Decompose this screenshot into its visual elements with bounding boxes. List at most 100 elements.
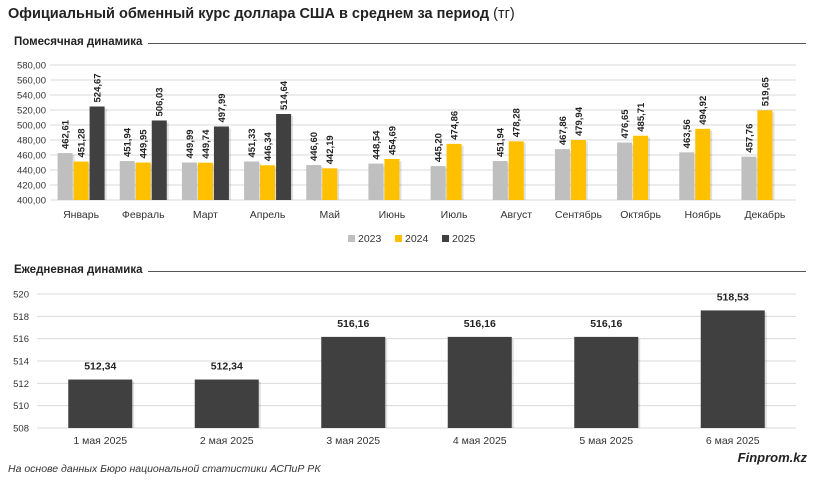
category-label: Июль xyxy=(441,209,468,221)
legend-swatch-2023 xyxy=(348,235,355,242)
bar-2023 xyxy=(430,166,446,200)
data-label-2024: 442,19 xyxy=(325,135,336,164)
y-tick-label: 500,00 xyxy=(17,121,46,132)
bar-2023 xyxy=(554,149,570,200)
bar xyxy=(574,336,639,428)
bar-2024 xyxy=(135,162,151,200)
y-tick-label: 420,00 xyxy=(17,181,46,192)
data-label-2024: 454,69 xyxy=(387,126,398,155)
legend-label-2023: 2023 xyxy=(358,233,382,245)
data-label: 512,34 xyxy=(84,361,116,373)
data-label-2023: 449,99 xyxy=(185,129,196,158)
y-tick-label: 460,00 xyxy=(17,151,46,162)
bar xyxy=(700,310,765,428)
y-tick-label: 440,00 xyxy=(17,166,46,177)
bar-2024 xyxy=(508,141,524,200)
category-label: Ноябрь xyxy=(685,209,722,221)
data-label-2025: 514,64 xyxy=(279,80,290,110)
y-tick-label: 560,00 xyxy=(17,76,46,87)
data-label-2024: 494,92 xyxy=(698,96,709,125)
bar-2024 xyxy=(260,165,276,200)
source-note: На основе данных Бюро национальной стати… xyxy=(8,463,321,475)
category-label: Август xyxy=(500,209,532,221)
data-label-2025: 506,03 xyxy=(155,87,166,116)
data-label-2023: 462,61 xyxy=(61,119,72,149)
data-label: 512,34 xyxy=(211,361,243,373)
legend-label-2025: 2025 xyxy=(452,233,476,245)
data-label-2023: 451,94 xyxy=(496,127,507,157)
bar-2025 xyxy=(151,120,167,200)
bar-2025 xyxy=(89,106,105,200)
category-label: 5 мая 2025 xyxy=(579,435,633,447)
data-label-2024: 449,95 xyxy=(139,129,150,159)
data-label-2024: 451,28 xyxy=(77,128,88,157)
data-label-2025: 524,67 xyxy=(93,73,104,102)
data-label-2024: 446,34 xyxy=(263,131,274,161)
brand-logo-text: Finprom.kz xyxy=(737,450,807,465)
data-label: 516,16 xyxy=(337,318,369,330)
category-label: Май xyxy=(319,209,340,221)
y-tick-label: 512 xyxy=(13,379,29,390)
category-label: Январь xyxy=(63,209,100,221)
bar-2024 xyxy=(446,143,462,200)
bar-2023 xyxy=(181,162,197,200)
category-label: 4 мая 2025 xyxy=(453,435,507,447)
category-label: Декабрь xyxy=(744,209,785,221)
data-label-2024: 474,86 xyxy=(450,111,461,140)
data-label-2023: 448,54 xyxy=(371,130,382,160)
daily-chart: 508 510 512 514 516 518 520 512,34 1 мая 2025 512… xyxy=(13,290,796,447)
bar-2024 xyxy=(695,128,711,200)
y-tick-label: 400,00 xyxy=(17,196,46,207)
y-tick-label: 518 xyxy=(13,312,29,323)
y-tick-label: 516 xyxy=(13,334,29,345)
bar-2025 xyxy=(213,126,229,200)
data-label-2023: 446,60 xyxy=(309,132,320,161)
bar-2024 xyxy=(322,168,338,200)
legend-swatch-2024 xyxy=(395,235,402,242)
bar xyxy=(194,379,259,428)
bar-2023 xyxy=(492,161,508,200)
category-label: Октябрь xyxy=(620,209,661,221)
y-tick-label: 510 xyxy=(13,401,29,412)
title-text: Официальный обменный курс доллара США в … xyxy=(8,6,490,22)
legend-label-2024: 2024 xyxy=(405,233,429,245)
data-label-2024: 479,94 xyxy=(574,106,585,136)
y-tick-label: 540,00 xyxy=(17,91,46,102)
data-label: 518,53 xyxy=(717,291,749,303)
bar-2025 xyxy=(276,114,292,200)
data-label-2024: 485,71 xyxy=(636,102,647,132)
monthly-section-title: Помесячная динамика xyxy=(14,36,143,48)
bar-2024 xyxy=(633,135,649,200)
y-tick-label: 480,00 xyxy=(17,136,46,147)
data-label-2024: 449,74 xyxy=(201,129,212,159)
daily-section-title: Ежедневная динамика xyxy=(14,264,143,276)
data-label-2023: 451,94 xyxy=(123,127,134,157)
monthly-section-rule xyxy=(148,43,806,44)
category-label: 1 мая 2025 xyxy=(73,435,127,447)
data-label-2023: 467,86 xyxy=(558,116,569,145)
bar-2024 xyxy=(384,158,400,200)
bar-2024 xyxy=(570,140,586,200)
bar-2023 xyxy=(57,153,73,200)
bar-2023 xyxy=(119,161,135,200)
data-label-2024: 478,28 xyxy=(512,108,523,137)
legend-swatch-2025 xyxy=(442,235,449,242)
bar xyxy=(447,336,512,428)
bar-2023 xyxy=(741,156,757,200)
data-label-2023: 457,76 xyxy=(744,124,755,153)
bar xyxy=(321,336,386,428)
y-tick-label: 580,00 xyxy=(17,61,46,72)
bar-2023 xyxy=(244,161,260,200)
bar xyxy=(68,379,133,428)
data-label-2023: 451,33 xyxy=(247,128,258,157)
bar-2023 xyxy=(617,142,633,200)
y-tick-label: 508 xyxy=(13,424,29,435)
data-label-2023: 476,65 xyxy=(620,109,631,139)
y-tick-label: 514 xyxy=(13,357,29,368)
category-label: 3 мая 2025 xyxy=(326,435,380,447)
category-label: Февраль xyxy=(122,209,165,221)
y-tick-label: 520 xyxy=(13,290,29,301)
data-label: 516,16 xyxy=(590,318,622,330)
bar-2024 xyxy=(757,110,773,200)
daily-section-rule xyxy=(148,271,806,272)
